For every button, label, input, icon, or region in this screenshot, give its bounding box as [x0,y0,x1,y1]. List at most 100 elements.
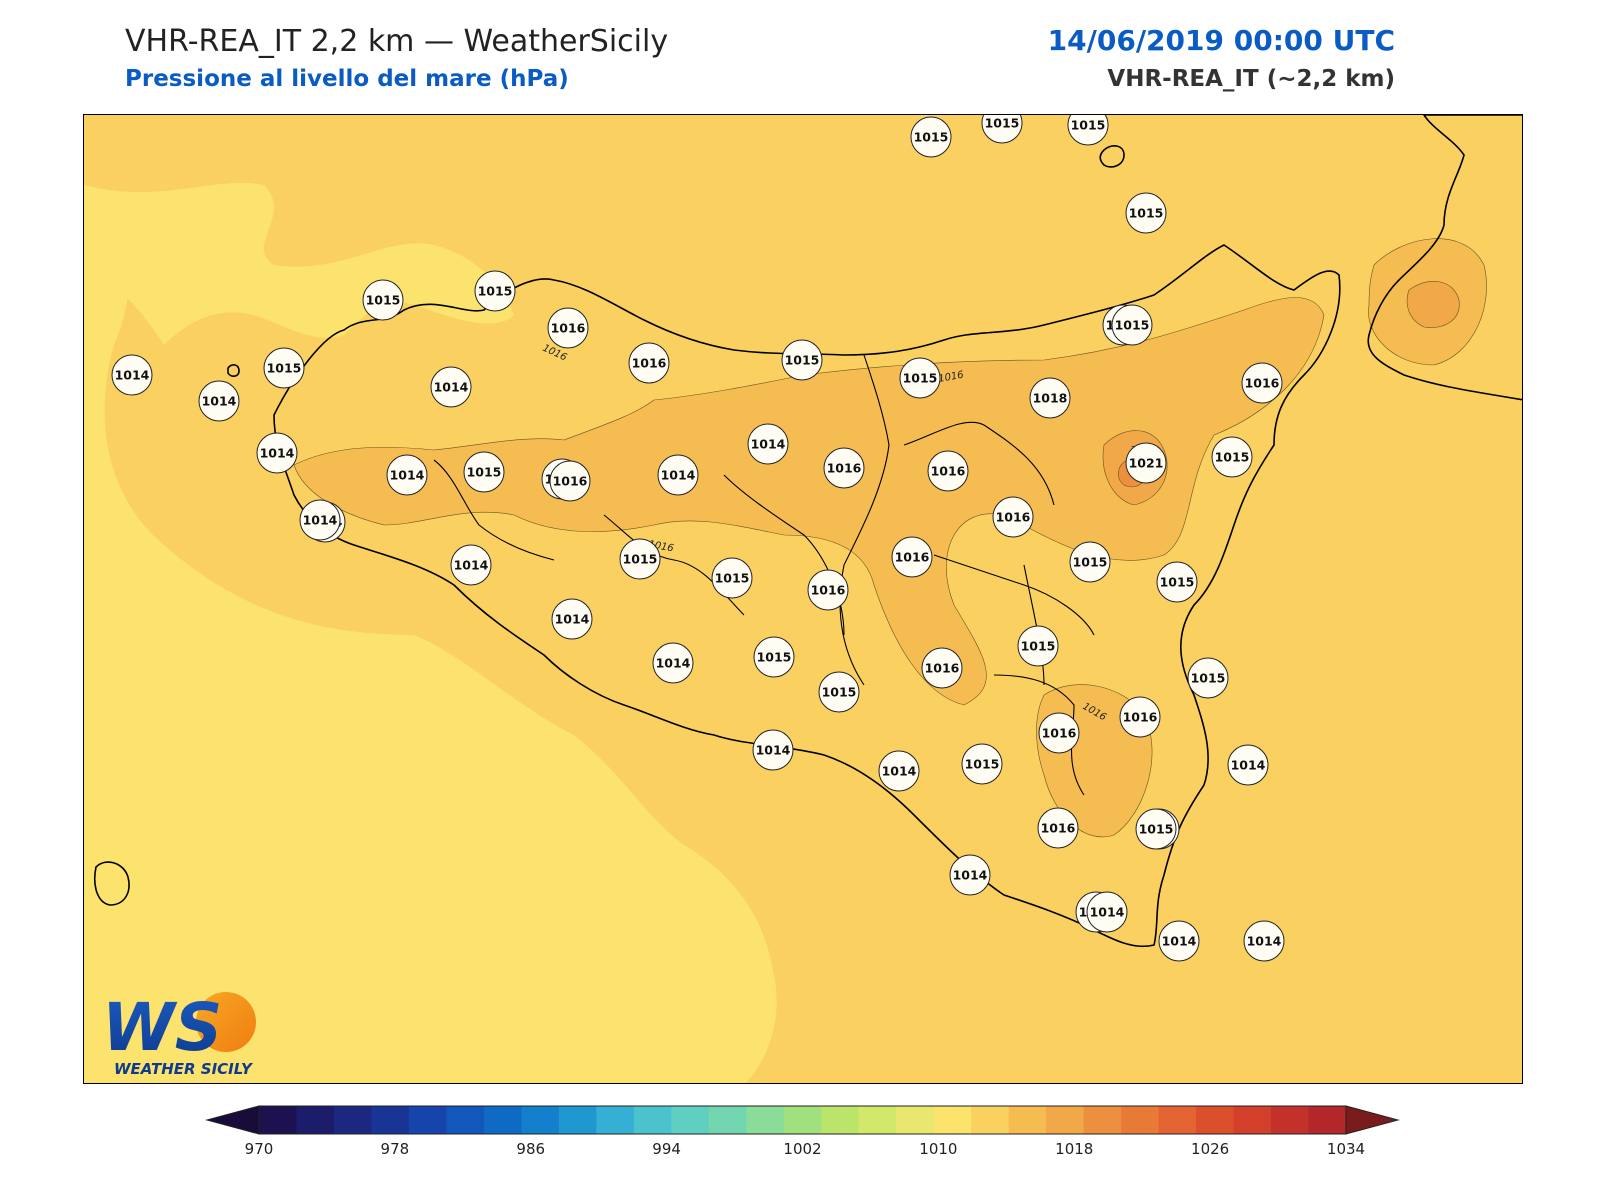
colorbar-tick-label: 994 [652,1140,681,1158]
station-marker: 1016 [1037,807,1079,849]
colorbar-cell [408,1106,447,1134]
station-circle [1119,696,1161,738]
station-pressure-value: 1014 [555,612,590,627]
station-pressure-value: 1015 [1129,206,1164,221]
station-marker: 1014 [299,499,341,541]
station-marker: 1015 [711,557,753,599]
station-circle [551,598,593,640]
station-marker: 1014 [386,454,428,496]
station-pressure-value: 1015 [715,571,750,586]
station-circle [1241,362,1283,404]
colorbar-cell [1158,1106,1197,1134]
colorbar-cell [333,1106,372,1134]
station-pressure-value: 1016 [811,583,846,598]
station-markers: 1015 1015 1015 1015 1014 1014 1015 1015 1015 1016… [111,115,1285,962]
station-pressure-value: 1016 [1041,821,1076,836]
colorbar-cell [483,1106,522,1134]
station-circle [921,647,963,689]
station-marker: 1016 [823,447,865,489]
station-circle [256,432,298,474]
colorbar-cell [633,1106,672,1134]
station-marker: 1014 [657,454,699,496]
station-circle [981,115,1023,144]
colorbar-cell [1271,1106,1310,1134]
station-marker: 1015 [1069,541,1111,583]
station-circle [463,451,505,493]
station-circle [1029,377,1071,419]
station-marker: 1015 [899,357,941,399]
colorbar-tick-label: 1034 [1327,1140,1365,1158]
station-marker: 1014 [198,380,240,422]
weathersicily-logo: WS WEATHER SICILY [102,989,256,1078]
colorbar-cell [821,1106,860,1134]
station-pressure-value: 1014 [202,394,237,409]
island-outline [1099,145,1125,168]
station-circle [1125,192,1167,234]
pressure-band-1014 [84,182,514,345]
station-marker: 1014 [747,423,789,465]
colorbar-cell [558,1106,597,1134]
station-circle [386,454,428,496]
station-marker: 1015 [1067,115,1109,146]
station-pressure-value: 1014 [1247,934,1282,949]
station-marker: 1015 [818,671,860,713]
station-marker: 1015 [1125,192,1167,234]
station-marker: 1014 [551,598,593,640]
colorbar-cell [671,1106,710,1134]
station-pressure-value: 1015 [903,371,938,386]
station-pressure-value: 1015 [1215,450,1250,465]
colorbar-cells [259,1106,1347,1134]
station-pressure-value: 1016 [925,661,960,676]
station-marker: 1021 [1125,442,1167,484]
station-marker: 1014 [878,750,920,792]
station-circle [547,307,589,349]
province-border [993,674,1085,796]
station-circle [1125,442,1167,484]
station-circle [263,347,305,389]
station-marker: 1016 [1241,362,1283,404]
station-circle [949,854,991,896]
station-marker: 1016 [927,450,969,492]
colorbar-cell [1046,1106,1085,1134]
station-pressure-value: 1014 [756,743,791,758]
colorbar-cell [1233,1106,1272,1134]
colorbar-cell [1083,1106,1122,1134]
forecast-datetime: 14/06/2019 00:00 UTC [1047,24,1395,57]
station-circle [807,569,849,611]
station-circle [1111,304,1153,346]
station-pressure-value: 1015 [1139,822,1174,837]
station-pressure-value: 1016 [996,510,1031,525]
colorbar-cell [1121,1106,1160,1134]
colorbar-cell [259,1106,297,1134]
station-marker: 1014 [752,729,794,771]
station-pressure-value: 1015 [1021,639,1056,654]
pressure-map[interactable]: 10161016101610161016 1015101510151015101… [83,114,1523,1084]
colorbar-tick-label: 1018 [1055,1140,1093,1158]
station-circle [781,339,823,381]
station-pressure-value: 1016 [827,461,862,476]
station-circle [299,499,341,541]
station-circle [474,270,516,312]
province-border [903,421,1055,506]
station-circle [430,366,472,408]
island-outline [227,364,240,377]
station-pressure-value: 1015 [965,757,1000,772]
colorbar-cell [521,1106,560,1134]
station-marker: 1016 [628,342,670,384]
station-circle [1135,808,1177,850]
station-pressure-value: 1014 [1090,905,1125,920]
colorbar-cell [1008,1106,1047,1134]
calabria-coastline [1367,115,1522,401]
station-circle [961,743,1003,785]
station-pressure-value: 1014 [303,513,338,528]
map-title: VHR-REA_IT 2,2 km — WeatherSicily [125,24,669,59]
colorbar-cell [708,1106,747,1134]
station-marker: 1015 [1017,625,1059,667]
station-pressure-value: 1014 [953,868,988,883]
station-pressure-value: 1016 [1245,376,1280,391]
colorbar-tick-label: 978 [381,1140,410,1158]
colorbar-cell [971,1106,1010,1134]
station-circle [878,750,920,792]
station-marker: 1016 [807,569,849,611]
station-circle [450,544,492,586]
